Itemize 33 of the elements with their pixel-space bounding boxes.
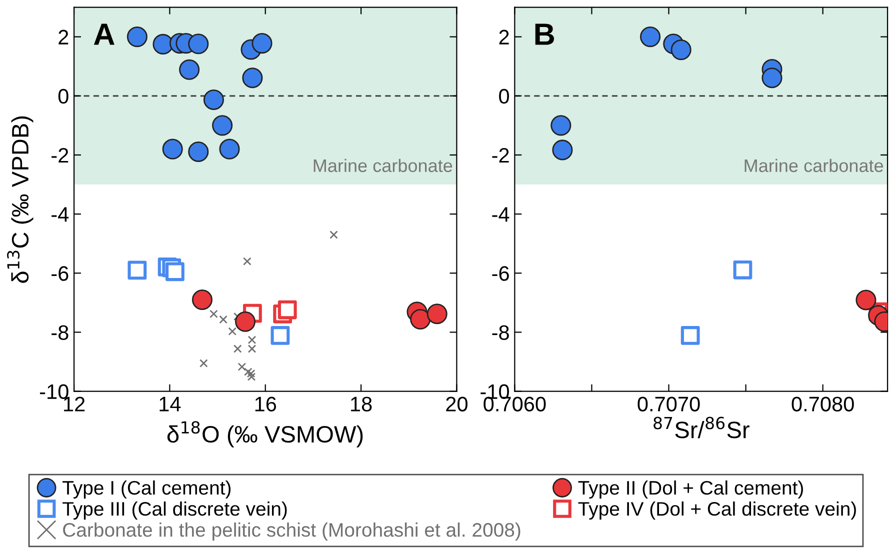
x-tick-label: 12 <box>64 396 85 412</box>
y-tick-label: -8 <box>52 325 68 340</box>
y-tick-label: -4 <box>52 207 69 222</box>
y-tick-label: 2 <box>499 30 509 44</box>
x-tick-label: 0.7080 <box>792 396 854 412</box>
y-tick-label: -8 <box>492 325 509 340</box>
x-tick-label: 18 <box>351 396 372 412</box>
y-axis-title: δ$^{13}$C (‰ VPDB) <box>7 116 34 283</box>
annotation: A <box>94 24 114 45</box>
y-tick-label: -2 <box>52 148 68 163</box>
x-axis-title: δ$^{18}$O (‰ VSMOW) <box>167 421 363 448</box>
legend-label: Type III (Cal discrete vein) <box>62 501 287 520</box>
x-axis-title: $^{87}$Sr/$^{86}$Sr <box>654 416 750 438</box>
y-tick-label: -6 <box>52 266 68 281</box>
y-tick-label: 0 <box>499 88 510 104</box>
y-tick-label: -4 <box>492 207 510 222</box>
legend-label: Type I (Cal cement) <box>62 480 231 499</box>
y-tick-label: 0 <box>58 88 68 104</box>
y-tick-label: 2 <box>58 30 68 44</box>
x-tick-label: 14 <box>160 396 181 412</box>
x-tick-label: 0.7070 <box>638 396 700 412</box>
y-tick-label: -2 <box>492 148 509 163</box>
annotation: B <box>535 24 554 45</box>
band-label: Marine carbonate <box>314 158 452 172</box>
legend-label: Carbonate in the pelitic schist (Morohashi et al. 2008) <box>63 522 520 541</box>
x-tick-label: 20 <box>446 396 468 412</box>
legend-label: Type IV (Dol + Cal discrete vein) <box>578 501 856 520</box>
y-tick-label: -10 <box>40 384 68 400</box>
band-label: Marine carbonate <box>744 158 884 172</box>
y-tick-label: -6 <box>492 266 509 281</box>
legend-label: Type II (Dol + Cal cement) <box>578 480 803 499</box>
x-tick-label: 16 <box>255 396 276 412</box>
x-tick-label: 0.7060 <box>484 396 546 412</box>
